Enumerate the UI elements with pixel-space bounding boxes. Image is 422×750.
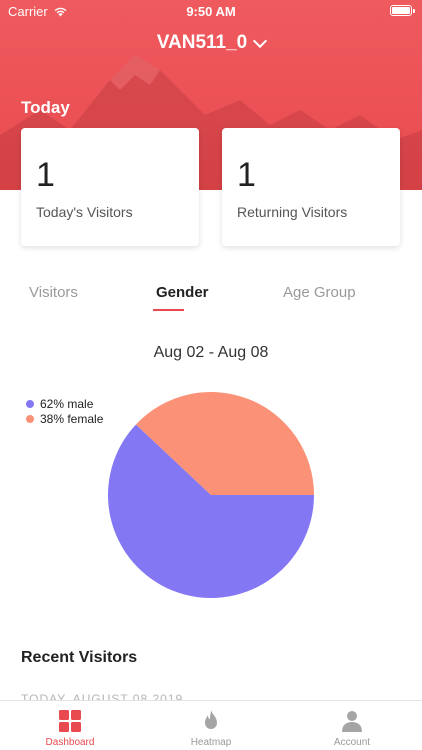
chevron-down-icon xyxy=(253,33,268,48)
legend-label-male: 62% male xyxy=(40,396,94,411)
returning-visitors-label: Returning Visitors xyxy=(237,204,348,220)
tab-age-group[interactable]: Age Group xyxy=(283,284,356,301)
location-selector[interactable]: VAN511_0 xyxy=(0,32,422,54)
legend-dot-male xyxy=(26,399,34,408)
todays-visitors-count: 1 xyxy=(36,156,55,194)
legend-label-female: 38% female xyxy=(40,411,104,426)
tab-visitors[interactable]: Visitors xyxy=(29,284,78,301)
legend-item-female: 38% female xyxy=(26,411,103,426)
tabbar-heatmap-label: Heatmap xyxy=(190,737,232,748)
chart-tabs: Visitors Gender Age Group xyxy=(0,284,422,314)
dashboard-icon xyxy=(59,710,81,732)
account-icon xyxy=(342,711,362,732)
gender-pie-chart xyxy=(108,392,314,598)
chart-date-range: Aug 02 - Aug 08 xyxy=(153,344,269,361)
battery-icon xyxy=(390,5,415,16)
pie-slice-female xyxy=(135,392,314,495)
status-time: 9:50 AM xyxy=(186,4,236,19)
recent-visitors-title: Recent Visitors xyxy=(21,649,138,666)
returning-visitors-card[interactable]: 1 Returning Visitors xyxy=(222,128,400,246)
legend-dot-female xyxy=(26,414,34,423)
active-tab-indicator xyxy=(153,309,184,311)
chart-legend: 62% male 38% female xyxy=(26,396,103,426)
tabbar-heatmap[interactable]: Heatmap xyxy=(141,701,281,750)
pie-slice-male xyxy=(108,424,314,598)
tabbar-dashboard[interactable]: Dashboard xyxy=(0,701,140,750)
legend-item-male: 62% male xyxy=(26,396,103,411)
bottom-tab-bar: Dashboard Heatmap Account xyxy=(0,700,422,750)
tabbar-dashboard-label: Dashboard xyxy=(45,737,95,748)
tab-gender[interactable]: Gender xyxy=(156,284,209,301)
tabbar-account[interactable]: Account xyxy=(282,701,422,750)
status-carrier: Carrier xyxy=(8,4,68,19)
status-bar: Carrier 9:50 AM xyxy=(0,0,422,22)
carrier-label: Carrier xyxy=(8,4,48,19)
todays-visitors-label: Today's Visitors xyxy=(36,204,133,220)
section-title-today: Today xyxy=(21,98,70,117)
returning-visitors-count: 1 xyxy=(237,156,256,194)
flame-icon xyxy=(205,710,217,729)
todays-visitors-card[interactable]: 1 Today's Visitors xyxy=(21,128,199,246)
wifi-icon xyxy=(54,7,67,17)
location-title: VAN511_0 xyxy=(156,32,248,53)
tabbar-account-label: Account xyxy=(333,737,371,748)
